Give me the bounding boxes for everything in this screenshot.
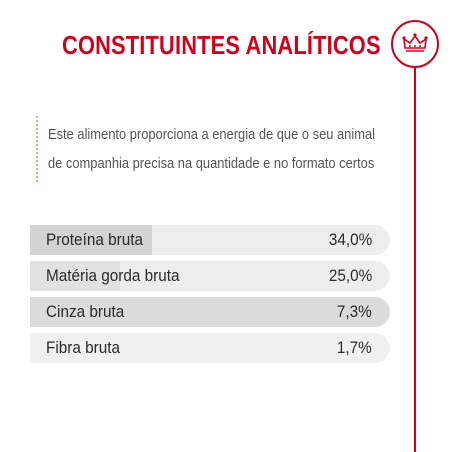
constituents-table: Proteína bruta 34,0% Matéria gorda bruta… xyxy=(30,225,390,369)
constituent-value: 1,7% xyxy=(337,338,372,357)
crown-icon xyxy=(402,33,428,52)
intro-text: Este alimento proporciona a energia de q… xyxy=(48,126,376,172)
row-highlight xyxy=(30,225,153,255)
row-background xyxy=(30,297,390,327)
brand-divider-line xyxy=(414,68,416,452)
constituent-label: Cinza bruta xyxy=(46,302,125,321)
constituent-label: Proteína bruta xyxy=(46,230,143,249)
row-highlight xyxy=(30,261,120,291)
brand-badge xyxy=(391,20,439,68)
constituent-value: 7,3% xyxy=(337,302,372,321)
constituent-value: 25,0% xyxy=(328,266,372,285)
constituent-row: Fibra bruta 1,7% xyxy=(30,333,390,363)
row-background xyxy=(30,333,390,363)
constituent-label: Fibra bruta xyxy=(46,338,120,357)
intro-dotted-rule xyxy=(36,116,38,182)
page-title: CONSTITUINTES ANALÍTICOS xyxy=(62,30,381,60)
constituent-row: Cinza bruta 7,3% xyxy=(30,297,390,327)
constituent-row: Matéria gorda bruta 25,0% xyxy=(30,261,390,291)
constituent-row: Proteína bruta 34,0% xyxy=(30,225,390,255)
constituent-value: 34,0% xyxy=(328,230,372,249)
constituent-label: Matéria gorda bruta xyxy=(46,266,180,285)
